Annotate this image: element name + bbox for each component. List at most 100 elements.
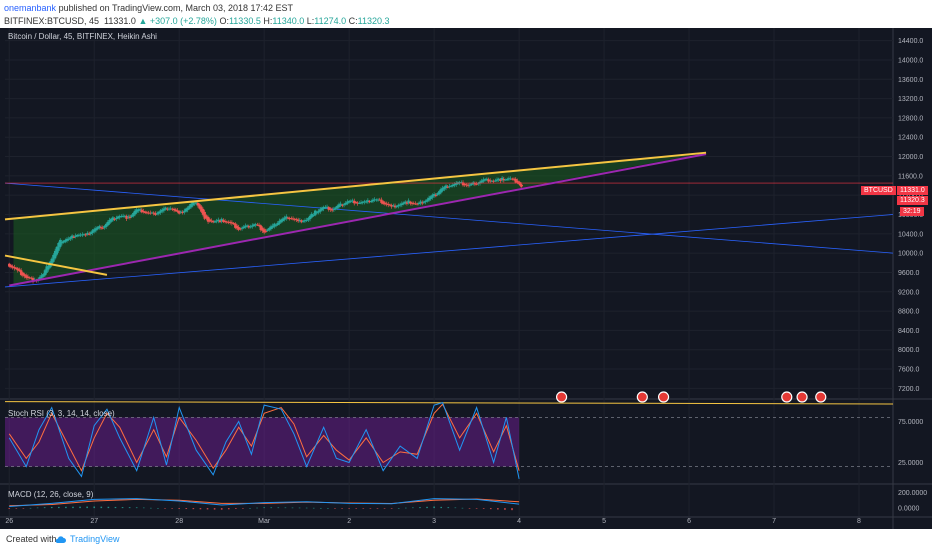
candle-body	[178, 211, 181, 214]
candle-body	[308, 215, 312, 220]
candle-body	[349, 200, 353, 202]
candle-body	[77, 234, 81, 236]
tradingview-brand[interactable]: TradingView	[70, 534, 120, 544]
macd-histogram-bar	[390, 508, 393, 509]
candle-body	[38, 277, 42, 280]
candle-body	[414, 203, 417, 205]
candle-body	[497, 178, 500, 181]
time-axis-label: 5	[602, 518, 606, 525]
chart-area[interactable]: 7200.0 7600.0 8000.0 8400.0 8800.0 9200.0 9600…	[0, 28, 932, 529]
candle-body	[110, 218, 113, 222]
candle-body	[150, 212, 154, 214]
macd-histogram-bar	[298, 507, 301, 509]
candle-body	[429, 196, 432, 200]
price-axis-label: 12800.0	[898, 115, 923, 122]
macd-histogram-bar	[468, 508, 471, 509]
candle-body	[302, 221, 305, 223]
candle-body	[98, 226, 101, 229]
candle-body	[28, 277, 31, 279]
candle-body	[247, 225, 251, 228]
candle-body	[14, 267, 18, 269]
macd-histogram-bar	[185, 508, 188, 510]
candle-body	[89, 232, 93, 235]
candle-body	[305, 219, 308, 221]
candle-body	[278, 220, 281, 224]
stoch-k-line	[8, 402, 520, 480]
candle-body	[164, 207, 167, 210]
candle-body	[307, 217, 310, 221]
candle-body	[353, 200, 356, 204]
candle-body	[188, 205, 191, 209]
price-axis-label: 12400.0	[898, 135, 923, 142]
event-marker	[555, 391, 568, 403]
macd-histogram-bar	[334, 508, 336, 509]
candle-body	[235, 225, 239, 229]
candle-body	[371, 199, 375, 202]
candle-body	[392, 205, 395, 207]
candle-body	[453, 183, 456, 186]
macd-histogram-bar	[93, 506, 96, 509]
macd-histogram-bar	[291, 507, 294, 509]
upper-trend-line	[4, 151, 707, 221]
candle-body	[356, 202, 359, 204]
candle-body	[145, 212, 149, 214]
author-link[interactable]: onemanbank	[4, 3, 57, 13]
candle-body	[227, 221, 230, 223]
chart-canvas[interactable]: 7200.0 7600.0 8000.0 8400.0 8800.0 9200.0 9600…	[0, 28, 932, 529]
candle-body	[421, 202, 424, 204]
price-axis-label: 9600.0	[898, 270, 920, 277]
candle-body	[385, 203, 388, 205]
candle-body	[23, 274, 26, 277]
macd-axis-label: 0.0000	[898, 506, 920, 513]
candle-body	[281, 218, 285, 221]
candle-body	[339, 203, 342, 206]
symbol-label: BITFINEX:BTCUSD, 45	[4, 16, 100, 26]
candle-body	[198, 204, 201, 209]
macd-histogram-bar	[100, 506, 103, 509]
candle-body	[106, 221, 110, 226]
candle-body	[492, 180, 495, 182]
macd-histogram-bar	[114, 506, 117, 509]
candle-body	[74, 235, 77, 238]
candle-body	[271, 225, 274, 228]
candle-body	[295, 219, 298, 221]
candle-body	[337, 204, 341, 208]
macd-histogram-bar	[369, 508, 372, 509]
candle-body	[266, 229, 269, 231]
price-change: +307.0 (+2.78%)	[149, 16, 217, 26]
candle-body	[500, 177, 504, 181]
candle-body	[346, 201, 349, 204]
candle-body	[373, 199, 376, 201]
candle-body	[16, 268, 19, 271]
candle-body	[276, 222, 279, 226]
price-axis-label: 10400.0	[898, 231, 923, 238]
candle-body	[288, 218, 291, 220]
candle-body	[507, 178, 511, 180]
open-label: O:	[219, 16, 229, 26]
candle-body	[468, 184, 472, 186]
footer: Created with TradingView	[0, 529, 932, 550]
candle-body	[225, 221, 228, 223]
high-value: 11340.0	[272, 16, 305, 26]
candle-body	[489, 180, 492, 182]
candle-body	[402, 202, 405, 205]
macd-histogram-bar	[171, 508, 173, 509]
macd-histogram-bar	[242, 508, 244, 509]
candle-body	[422, 201, 426, 203]
candle-body	[313, 210, 317, 216]
candle-body	[176, 210, 179, 212]
candle-body	[410, 202, 414, 204]
candle-body	[125, 215, 128, 219]
close-price-badge: 11320.3	[897, 196, 928, 205]
candle-body	[404, 201, 407, 204]
candle-body	[210, 220, 213, 222]
candle-body	[104, 223, 108, 227]
time-axis-label: 26	[5, 518, 13, 525]
macd-histogram-bar	[376, 508, 379, 509]
price-axis-label: 7200.0	[898, 386, 920, 393]
candle-body	[478, 181, 482, 184]
candle-body	[347, 200, 351, 203]
price-axis-label: 9200.0	[898, 289, 920, 296]
candle-body	[172, 208, 176, 211]
candle-body	[155, 213, 159, 215]
